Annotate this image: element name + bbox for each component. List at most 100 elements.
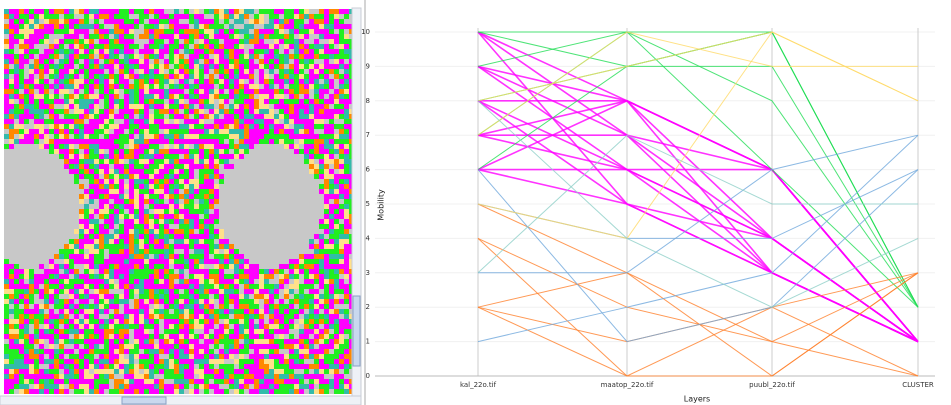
map-cell xyxy=(239,254,244,259)
map-cell xyxy=(94,344,99,349)
map-cell xyxy=(309,14,314,19)
map-cell xyxy=(304,89,309,94)
map-cell xyxy=(159,129,164,134)
map-cell xyxy=(259,64,264,69)
map-cell xyxy=(279,174,284,179)
map-cell xyxy=(154,229,159,234)
map-cell xyxy=(204,174,209,179)
map-cell xyxy=(249,24,254,29)
map-cell xyxy=(124,119,129,124)
map-cell xyxy=(94,179,99,184)
map-cell xyxy=(339,279,344,284)
map-cell xyxy=(69,309,74,314)
map-cell xyxy=(244,154,249,159)
map-cell xyxy=(64,284,69,289)
map-cell xyxy=(64,39,69,44)
map-cell xyxy=(24,229,29,234)
map-cell xyxy=(319,74,324,79)
map-cell xyxy=(4,29,9,34)
map-cell xyxy=(154,74,159,79)
map-cell xyxy=(104,39,109,44)
map-cell xyxy=(259,29,264,34)
map-cell xyxy=(154,219,159,224)
map-cell xyxy=(339,19,344,24)
map-cell xyxy=(214,304,219,309)
map-cell xyxy=(234,119,239,124)
map-cell xyxy=(89,49,94,54)
map-cell xyxy=(44,179,49,184)
map-cell xyxy=(144,309,149,314)
map-cell xyxy=(294,294,299,299)
map-cell xyxy=(339,39,344,44)
map-cell xyxy=(279,139,284,144)
map-cell xyxy=(234,69,239,74)
map-cell xyxy=(319,209,324,214)
map-cell xyxy=(254,254,259,259)
map-cell xyxy=(239,124,244,129)
map-cell xyxy=(199,234,204,239)
map-cell xyxy=(329,114,334,119)
map-cell xyxy=(139,94,144,99)
map-cell xyxy=(184,359,189,364)
map-cell xyxy=(29,259,34,264)
map-cell xyxy=(94,354,99,359)
map-cell xyxy=(154,179,159,184)
map-cell xyxy=(284,339,289,344)
map-cell xyxy=(64,229,69,234)
map-cell xyxy=(304,9,309,14)
map-cell xyxy=(104,159,109,164)
map-cell xyxy=(274,14,279,19)
map-cell xyxy=(109,344,114,349)
map-cell xyxy=(34,44,39,49)
map-cell xyxy=(194,54,199,59)
map-cell xyxy=(104,169,109,174)
map-cell xyxy=(24,314,29,319)
map-cell xyxy=(194,194,199,199)
map-cell xyxy=(159,289,164,294)
map-cell xyxy=(94,339,99,344)
map-cell xyxy=(334,69,339,74)
map-cell xyxy=(209,334,214,339)
map-cell xyxy=(164,204,169,209)
map-cell xyxy=(59,274,64,279)
map-cell xyxy=(329,239,334,244)
map-cell xyxy=(184,334,189,339)
map-cell xyxy=(289,339,294,344)
map-cell xyxy=(229,319,234,324)
map-cell xyxy=(264,229,269,234)
map-cell xyxy=(69,294,74,299)
map-cell xyxy=(164,9,169,14)
map-cell xyxy=(204,254,209,259)
map-cell xyxy=(99,79,104,84)
map-cell xyxy=(144,249,149,254)
map-cell xyxy=(194,274,199,279)
map-cell xyxy=(164,154,169,159)
map-cell xyxy=(44,39,49,44)
map-cell xyxy=(174,219,179,224)
map-cell xyxy=(109,359,114,364)
map-cell xyxy=(164,339,169,344)
map-cell xyxy=(234,279,239,284)
map-cell xyxy=(309,359,314,364)
map-cell xyxy=(94,134,99,139)
map-cell xyxy=(214,109,219,114)
map-cell xyxy=(269,79,274,84)
map-cell xyxy=(229,54,234,59)
map-cell xyxy=(124,69,129,74)
map-cell xyxy=(39,334,44,339)
map-cell xyxy=(339,329,344,334)
map-cell xyxy=(174,34,179,39)
map-cell xyxy=(144,104,149,109)
map-cell xyxy=(259,104,264,109)
map-cell xyxy=(314,239,319,244)
map-cell xyxy=(164,109,169,114)
map-cell xyxy=(344,214,349,219)
map-cell xyxy=(9,84,14,89)
map-cell xyxy=(69,289,74,294)
map-cell xyxy=(94,199,99,204)
map-cell xyxy=(199,319,204,324)
map-cell xyxy=(319,249,324,254)
map-cell xyxy=(344,329,349,334)
map-cell xyxy=(134,79,139,84)
map-cell xyxy=(24,144,29,149)
